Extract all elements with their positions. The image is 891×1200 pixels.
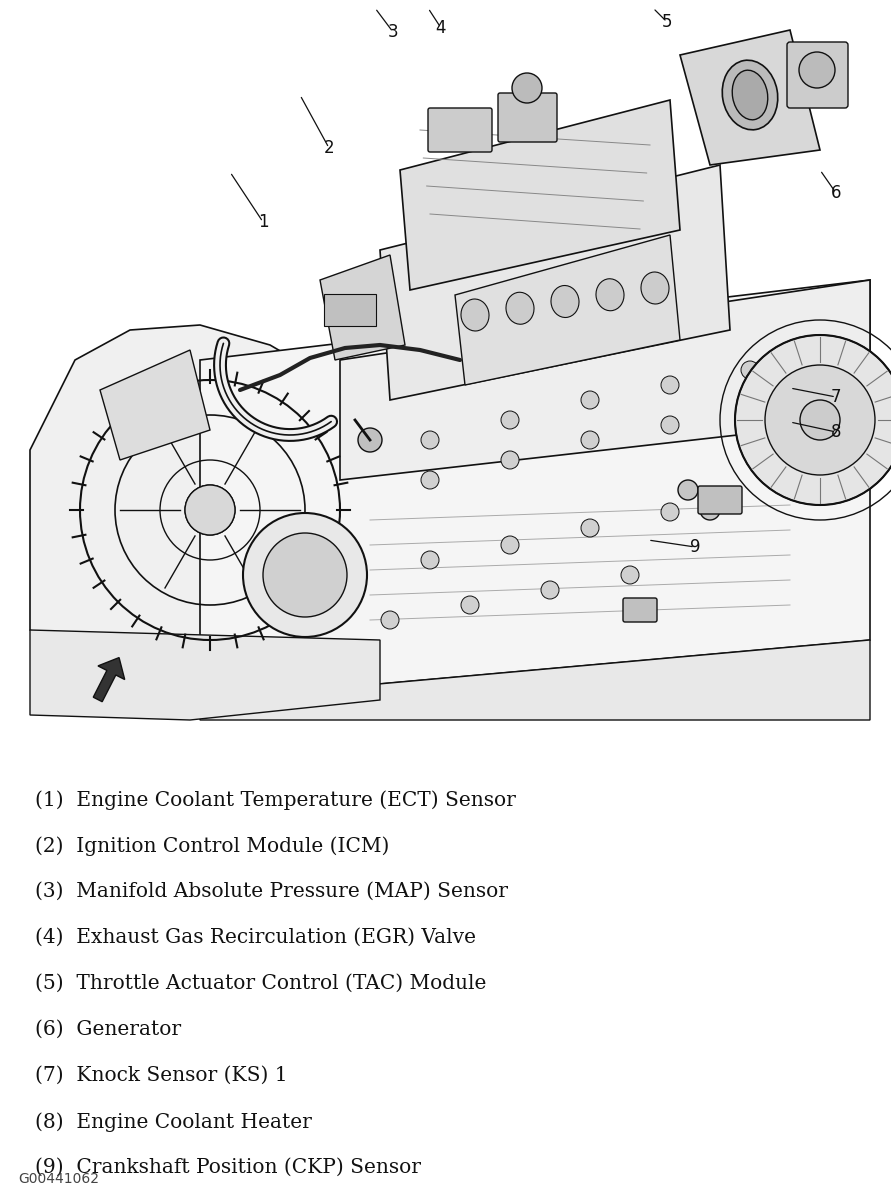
Polygon shape (400, 100, 680, 290)
FancyBboxPatch shape (324, 294, 376, 326)
Circle shape (501, 410, 519, 428)
Circle shape (581, 431, 599, 449)
Ellipse shape (641, 272, 669, 304)
Ellipse shape (732, 70, 768, 120)
Text: (3)  Manifold Absolute Pressure (MAP) Sensor: (3) Manifold Absolute Pressure (MAP) Sen… (35, 882, 508, 901)
Text: 4: 4 (436, 19, 446, 37)
Polygon shape (200, 640, 870, 720)
Text: 9: 9 (690, 538, 700, 556)
Ellipse shape (461, 299, 489, 331)
FancyBboxPatch shape (623, 598, 657, 622)
Text: 8: 8 (830, 422, 841, 440)
Circle shape (263, 533, 347, 617)
Circle shape (185, 485, 235, 535)
Text: (4)  Exhaust Gas Recirculation (EGR) Valve: (4) Exhaust Gas Recirculation (EGR) Valv… (35, 928, 476, 947)
FancyBboxPatch shape (498, 92, 557, 142)
FancyBboxPatch shape (428, 108, 492, 152)
Text: (5)  Throttle Actuator Control (TAC) Module: (5) Throttle Actuator Control (TAC) Modu… (35, 974, 486, 994)
Text: (9)  Crankshaft Position (CKP) Sensor: (9) Crankshaft Position (CKP) Sensor (35, 1158, 421, 1177)
Circle shape (421, 470, 439, 490)
FancyBboxPatch shape (698, 486, 742, 514)
Circle shape (581, 518, 599, 538)
Polygon shape (340, 280, 870, 480)
Text: (7)  Knock Sensor (KS) 1: (7) Knock Sensor (KS) 1 (35, 1066, 288, 1085)
Ellipse shape (551, 286, 579, 318)
Circle shape (661, 376, 679, 394)
Text: 1: 1 (257, 214, 268, 230)
Polygon shape (100, 350, 210, 460)
Polygon shape (94, 658, 125, 702)
Circle shape (581, 391, 599, 409)
Circle shape (799, 52, 835, 88)
Circle shape (461, 596, 479, 614)
Text: (2)  Ignition Control Module (ICM): (2) Ignition Control Module (ICM) (35, 836, 389, 856)
FancyBboxPatch shape (787, 42, 848, 108)
Polygon shape (30, 630, 380, 720)
Circle shape (421, 431, 439, 449)
Circle shape (800, 400, 840, 440)
Polygon shape (320, 254, 405, 360)
Text: 5: 5 (662, 13, 672, 31)
Circle shape (735, 335, 891, 505)
Polygon shape (455, 235, 680, 385)
Circle shape (243, 514, 367, 637)
Text: G00441062: G00441062 (18, 1172, 99, 1186)
Text: 3: 3 (388, 23, 398, 41)
Polygon shape (680, 30, 820, 164)
Circle shape (765, 365, 875, 475)
Ellipse shape (723, 60, 778, 130)
Circle shape (661, 503, 679, 521)
Text: 6: 6 (830, 184, 841, 202)
Circle shape (421, 551, 439, 569)
Text: (6)  Generator: (6) Generator (35, 1020, 181, 1039)
Circle shape (501, 536, 519, 554)
Circle shape (541, 581, 559, 599)
Polygon shape (200, 280, 870, 700)
Circle shape (678, 480, 698, 500)
Text: 7: 7 (830, 388, 841, 406)
Polygon shape (30, 325, 385, 680)
Circle shape (700, 500, 720, 520)
Polygon shape (380, 164, 730, 400)
Ellipse shape (506, 293, 534, 324)
Circle shape (621, 566, 639, 584)
Ellipse shape (596, 278, 624, 311)
Circle shape (381, 611, 399, 629)
Text: (1)  Engine Coolant Temperature (ECT) Sensor: (1) Engine Coolant Temperature (ECT) Sen… (35, 790, 516, 810)
Circle shape (661, 416, 679, 434)
Circle shape (501, 451, 519, 469)
Text: (8)  Engine Coolant Heater: (8) Engine Coolant Heater (35, 1112, 312, 1132)
Text: 2: 2 (323, 139, 334, 157)
Circle shape (358, 428, 382, 452)
Circle shape (741, 361, 759, 379)
Circle shape (512, 73, 542, 103)
